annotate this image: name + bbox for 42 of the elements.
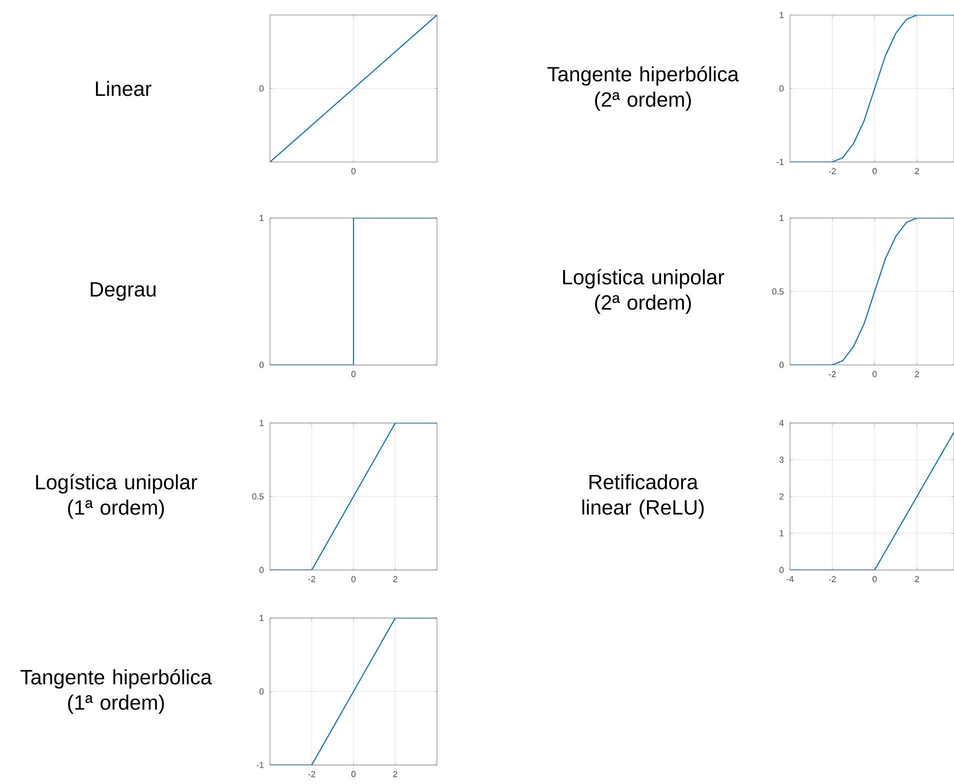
text: Linear [96,80,152,96]
y-tick-label: 3 [779,456,784,463]
y-tick-label: 0 [779,566,784,574]
text: Tangente hiperbólica (1ª ordem) [20,669,212,714]
y-tick-label: 1 [780,530,784,536]
x-tick-label: 0 [872,576,877,582]
x-tick-label: 2 [915,168,919,174]
y-tick-label: 0.5 [252,493,264,500]
x-tick-label: 0 [872,371,877,378]
x-tick-label: -4 [786,576,794,582]
text: Logística unipolar (1ª ordem) [36,474,198,519]
x-tick-label: 2 [915,576,919,582]
text: Logística unipolar (2ª ordem) [563,269,724,314]
x-tick-label: 2 [915,371,919,378]
x-tick-label: 2 [393,576,398,582]
x-tick-label: 2 [393,771,398,778]
y-tick-label: 1 [260,420,264,426]
y-tick-label: 1 [260,215,264,221]
x-tick-label: 0 [351,576,356,582]
y-tick-label: 1 [260,615,264,621]
y-tick-label: -1 [776,159,784,165]
x-tick-label: -2 [308,576,316,582]
x-tick-label: 0 [872,168,877,174]
y-tick-label: 1 [780,12,784,18]
y-tick-label: 0 [259,566,264,574]
text: Tangente hiperbólica (2ª ordem) [548,66,739,111]
x-tick-label: -2 [828,168,836,174]
y-tick-label: 0 [779,85,784,92]
text: Retificadora linear (ReLU) [582,474,704,519]
y-tick-label: 2 [780,493,784,500]
x-tick-label: -2 [308,771,316,778]
y-tick-label: 0.5 [772,288,784,295]
y-tick-label: 4 [779,420,784,426]
x-tick-label: 0 [351,771,356,778]
text: Degrau [90,282,156,301]
y-tick-label: 1 [780,215,784,221]
y-tick-label: 0 [259,688,264,695]
x-tick-label: -2 [828,576,836,582]
y-tick-label: 0 [259,362,264,368]
x-tick-label: -2 [828,371,836,378]
y-tick-label: 0 [779,362,784,368]
y-tick-label: -1 [256,762,264,768]
